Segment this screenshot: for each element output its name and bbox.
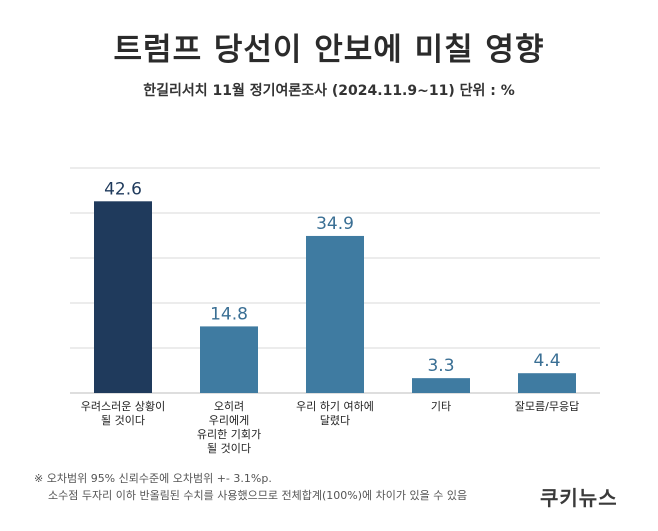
category-label-4-line-1: 기타 <box>431 400 451 413</box>
category-label-2-line-2: 우리에게 <box>209 414 249 427</box>
bar-value-label-1: 42.6 <box>104 179 142 199</box>
bars <box>94 201 576 393</box>
value-labels: 42.6 14.8 34.9 3.3 4.4 <box>104 179 560 376</box>
category-label-1-line-2: 될 것이다 <box>101 413 145 427</box>
footnote-line-1: ※ 오차범위 95% 신뢰수준에 오차범위 +- 3.1%p. <box>34 472 272 485</box>
category-label-2-line-4: 될 것이다 <box>207 441 251 455</box>
category-label-5-line-1: 잘모름/무응답 <box>515 400 579 413</box>
chart-subtitle: 한길리서치 11월 정기여론조사 (2024.11.9~11) 단위 : % <box>143 83 515 99</box>
bar-value-label-2: 14.8 <box>210 304 248 324</box>
category-label-3-line-2: 달렸다 <box>320 414 350 427</box>
footnote: ※ 오차범위 95% 신뢰수준에 오차범위 +- 3.1%p. 소수점 두자리 … <box>34 470 467 504</box>
bar-value-label-3: 34.9 <box>316 214 354 234</box>
brand-logo: 쿠키뉴스 <box>540 486 618 510</box>
bar-4 <box>412 378 470 393</box>
bar-3 <box>306 235 364 393</box>
category-label-1-line-1: 우려스러운 상황이 <box>81 400 165 413</box>
category-label-2-line-1: 오히려 <box>214 399 244 413</box>
chart-title: 트럼프 당선이 안보에 미칠 영향 <box>113 32 545 68</box>
bar-value-label-5: 4.4 <box>533 351 560 371</box>
footnote-line-2: 소수점 두자리 이하 반올림된 수치를 사용했으므로 전체합계(100%)에 차… <box>48 489 468 502</box>
bar-value-label-4: 3.3 <box>427 356 454 376</box>
bar-2 <box>200 326 258 393</box>
category-label-3-line-1: 우리 하기 여하에 <box>296 399 374 413</box>
bar-1 <box>94 201 152 393</box>
category-label-2-line-3: 유리한 기회가 <box>197 428 261 441</box>
bar-5 <box>518 373 576 393</box>
